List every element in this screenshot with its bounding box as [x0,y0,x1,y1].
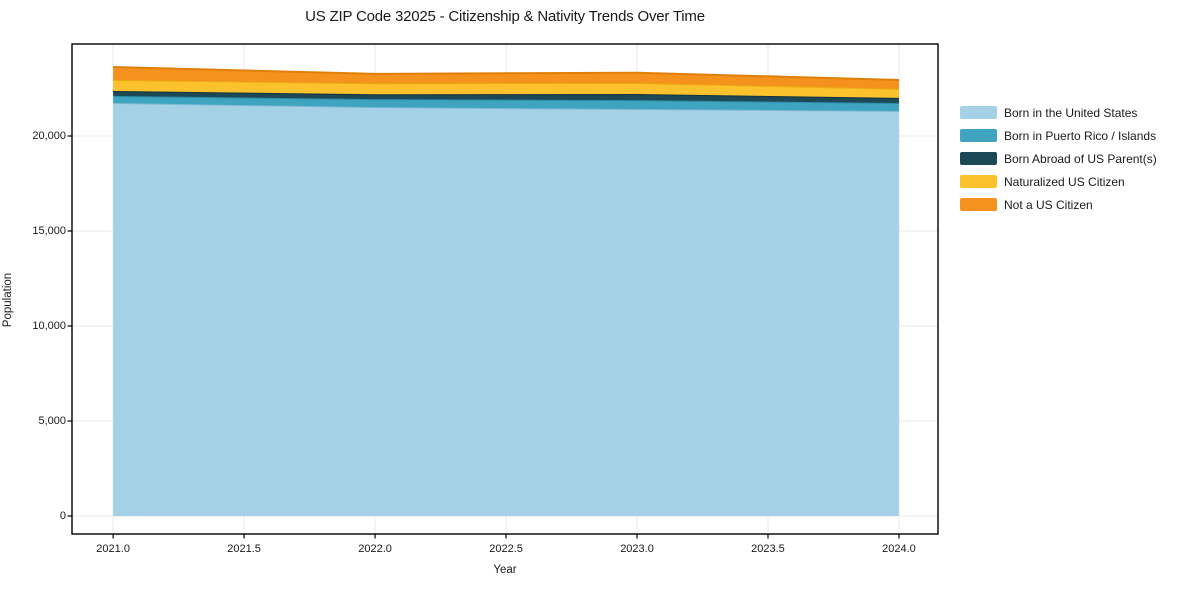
y-axis-tick-label: 0 [59,510,66,522]
legend-item-2: Born in Puerto Rico / Islands [960,124,1157,147]
stacked-areas [113,66,899,517]
area-series-5-topline [113,66,899,81]
y-axis-tick-label: 15,000 [32,225,66,237]
area-series-2 [113,95,899,111]
chart-title: US ZIP Code 32025 - Citizenship & Nativi… [305,8,705,25]
legend-label: Born in the United States [1004,105,1138,120]
legend-label: Naturalized US Citizen [1004,174,1125,189]
plot-frame [71,43,939,535]
legend-swatch [960,129,997,142]
y-axis-tick-label: 5,000 [38,415,66,427]
legend-swatch [960,198,997,211]
legend: Born in the United States Born in Puerto … [960,101,1157,216]
tick-marks [67,135,900,539]
x-axis-title: Year [493,564,517,576]
x-axis-tick-label: 2023.5 [751,543,785,555]
legend-swatch [960,152,997,165]
legend-swatch [960,175,997,188]
legend-label: Born in Puerto Rico / Islands [1004,128,1157,143]
x-axis-tick-label: 2023.0 [620,543,654,555]
legend-item-1: Born in the United States [960,101,1157,124]
legend-label: Not a US Citizen [1004,197,1093,212]
legend-swatch [960,106,997,119]
y-axis-tick-label: 10,000 [32,320,66,332]
x-axis-tick-label: 2021.0 [96,543,130,555]
area-series-1 [113,102,899,517]
x-axis-tick-label: 2022.0 [358,543,392,555]
x-axis-tick-label: 2022.5 [489,543,523,555]
x-axis-tick-label: 2021.5 [227,543,261,555]
legend-item-5: Not a US Citizen [960,193,1157,216]
y-axis-title: Population [2,272,14,328]
legend-label: Born Abroad of US Parent(s) [1004,151,1157,166]
axes-frame [71,43,939,535]
legend-item-4: Naturalized US Citizen [960,170,1157,193]
y-axis-tick-label: 20,000 [32,129,66,142]
legend-item-3: Born Abroad of US Parent(s) [960,147,1157,170]
x-axis-tick-label: 2024.0 [882,543,916,555]
area-series-4 [113,79,899,98]
